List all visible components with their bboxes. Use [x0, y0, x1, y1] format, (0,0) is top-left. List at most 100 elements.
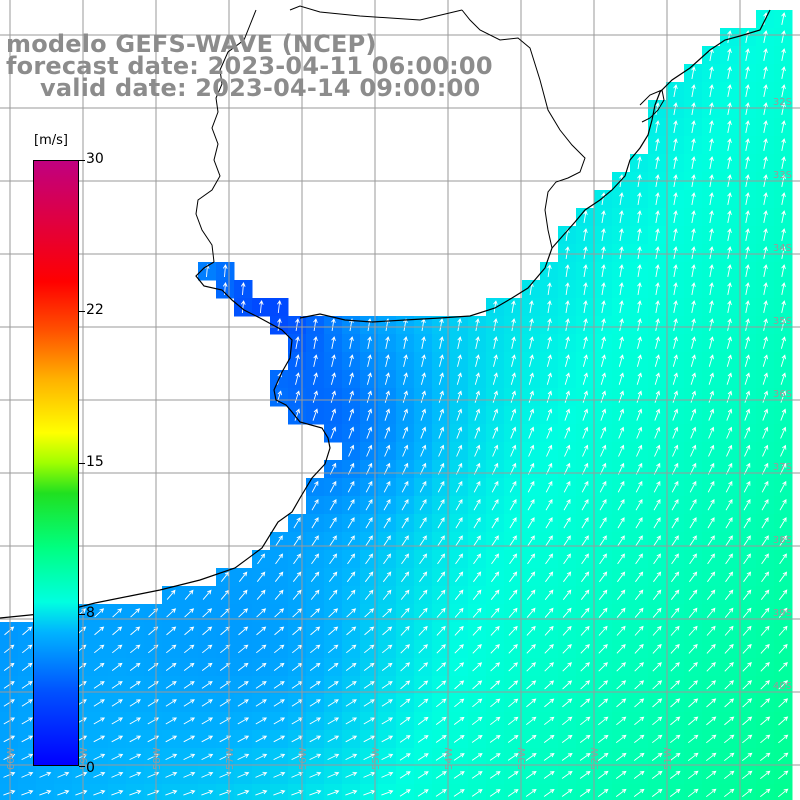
wind-cell	[666, 784, 685, 800]
wind-arrow	[669, 770, 681, 779]
wind-arrow	[743, 571, 752, 583]
wind-arrow	[273, 662, 285, 671]
wind-arrow	[579, 752, 591, 761]
wind-arrow	[346, 571, 356, 583]
wind-arrow	[256, 626, 267, 636]
wind-arrow	[309, 789, 322, 796]
wind-arrow	[348, 426, 355, 439]
wind-arrow	[471, 753, 483, 761]
wind-arrow	[706, 607, 716, 618]
wind-arrow	[778, 643, 788, 654]
wind-arrow	[582, 372, 589, 385]
wind-arrow	[381, 771, 394, 778]
wind-arrow	[22, 626, 33, 636]
wind-arrow	[238, 608, 249, 618]
wind-arrow	[346, 626, 357, 636]
wind-arrow	[655, 336, 660, 349]
wind-cell	[306, 784, 325, 800]
wind-arrow	[761, 498, 769, 511]
wind-cell	[36, 784, 55, 800]
wind-arrow	[547, 264, 552, 277]
wind-arrow	[507, 753, 519, 761]
wind-arrow	[778, 680, 788, 690]
wind-arrow	[778, 625, 788, 636]
wind-arrow	[598, 716, 609, 726]
wind-arrow	[510, 390, 517, 403]
wind-arrow	[129, 681, 141, 689]
wind-arrow	[745, 84, 750, 97]
wind-arrow	[691, 120, 696, 133]
wind-arrow	[274, 571, 284, 582]
wind-arrow	[688, 625, 698, 636]
wind-arrow	[345, 662, 357, 671]
wind-arrow	[652, 625, 662, 636]
wind-arrow	[727, 66, 732, 79]
forecast-date: forecast date: 2023-04-11 06:00:00	[6, 52, 493, 80]
wind-arrow	[111, 735, 124, 743]
wind-arrow	[490, 680, 501, 690]
wind-arrow	[562, 625, 572, 636]
wind-arrow	[562, 644, 572, 654]
wind-arrow	[762, 408, 769, 421]
colorbar-tickmark	[79, 766, 85, 767]
wind-arrow	[598, 589, 608, 600]
wind-arrow	[528, 426, 535, 439]
wind-arrow	[726, 354, 733, 367]
wind-arrow	[653, 517, 661, 529]
wind-arrow	[277, 318, 282, 331]
wind-arrow	[381, 699, 393, 707]
wind-arrow	[201, 753, 214, 761]
wind-arrow	[453, 716, 465, 725]
wind-arrow	[438, 390, 445, 403]
wind-arrow	[402, 390, 409, 403]
wind-arrow	[597, 734, 609, 743]
wind-arrow	[690, 426, 697, 439]
wind-arrow	[130, 626, 141, 636]
wind-arrow	[454, 589, 464, 600]
wind-cell	[162, 784, 181, 800]
wind-arrow	[256, 589, 266, 600]
wind-arrow	[724, 734, 735, 744]
wind-arrow	[781, 192, 786, 205]
wind-arrow	[528, 372, 535, 385]
wind-arrow	[691, 318, 696, 331]
wind-arrow	[617, 553, 625, 565]
wind-arrow	[763, 246, 768, 259]
wind-cell	[504, 784, 523, 800]
wind-arrow	[619, 192, 624, 205]
wind-arrow	[725, 535, 733, 547]
wind-arrow	[526, 662, 536, 672]
wind-arrow	[744, 372, 751, 385]
wind-arrow	[277, 300, 282, 314]
wind-arrow	[707, 571, 716, 583]
wind-arrow	[742, 788, 753, 798]
wind-arrow	[455, 571, 464, 583]
wind-arrow	[742, 698, 753, 708]
wind-arrow	[619, 300, 624, 313]
wind-arrow	[637, 210, 642, 223]
wind-arrow	[365, 535, 373, 547]
wind-arrow	[781, 318, 786, 331]
wind-arrow	[437, 498, 445, 511]
wind-arrow	[762, 426, 769, 439]
wind-arrow	[129, 771, 142, 778]
wind-arrow	[564, 354, 570, 367]
wind-arrow	[563, 535, 571, 547]
wind-arrow	[312, 390, 319, 403]
valid-date: valid date: 2023-04-14 09:00:00	[40, 74, 481, 102]
wind-arrow	[744, 426, 751, 439]
wind-arrow	[510, 426, 517, 439]
wind-arrow	[601, 210, 606, 223]
wind-arrow	[687, 788, 699, 798]
wind-arrow	[742, 752, 753, 762]
wind-arrow	[673, 282, 678, 295]
wind-arrow	[691, 210, 696, 223]
wind-arrow	[707, 535, 715, 547]
wind-arrow	[273, 681, 285, 689]
latitude-label: 38S	[773, 535, 792, 546]
wind-arrow	[166, 626, 177, 636]
wind-arrow	[781, 300, 786, 313]
wind-arrow	[637, 264, 642, 277]
wind-arrow	[525, 734, 537, 743]
wind-arrow	[508, 680, 519, 690]
